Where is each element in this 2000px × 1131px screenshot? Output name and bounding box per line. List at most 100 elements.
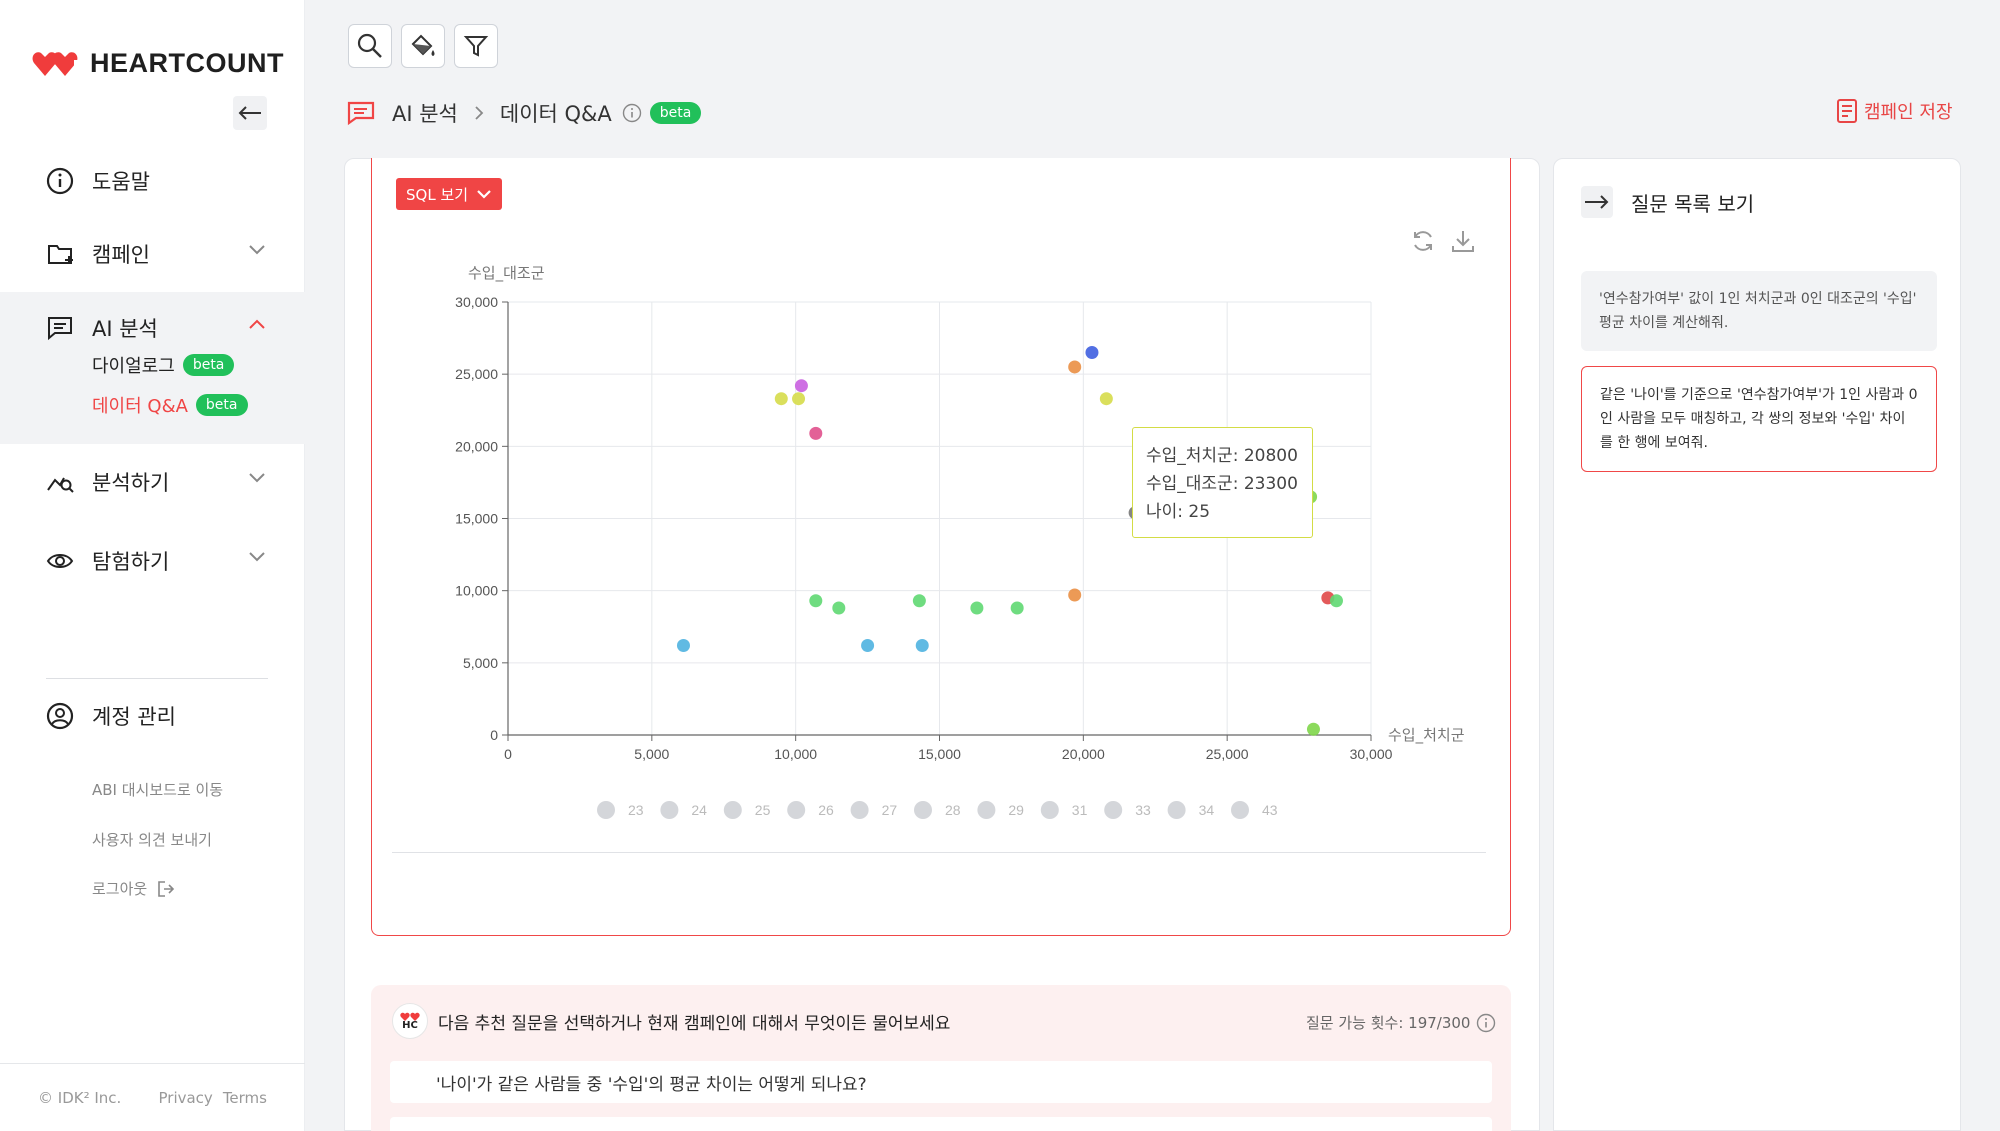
sidebar-divider <box>46 678 268 679</box>
legend-label: 24 <box>691 802 707 818</box>
legend-marker <box>597 801 615 819</box>
legend-label: 34 <box>1199 802 1215 818</box>
logout-link[interactable]: 로그아웃 <box>92 878 175 899</box>
nav-help[interactable]: 도움말 <box>0 153 305 209</box>
legend-label: 28 <box>945 802 961 818</box>
info-circle-icon[interactable] <box>622 103 642 123</box>
scatter-point <box>912 594 926 608</box>
y-tick-label: 15,000 <box>455 511 498 527</box>
scatter-point <box>1068 588 1082 602</box>
sidebar: HEARTCOUNT 도움말 캠페인 AI 분석 다이얼로그 beta 데이터 … <box>0 0 305 1131</box>
heart-logo-icon <box>400 1012 420 1021</box>
nav-account[interactable]: 계정 관리 <box>0 688 305 744</box>
privacy-link[interactable]: Privacy <box>158 1088 213 1107</box>
chevron-down-icon <box>477 190 491 199</box>
legend-marker <box>1040 801 1059 819</box>
legend-marker <box>723 801 742 819</box>
logout-label: 로그아웃 <box>92 880 148 898</box>
legend-label: 33 <box>1135 802 1151 818</box>
chat-lines-icon <box>347 101 375 126</box>
chevron-down-icon[interactable] <box>248 472 266 484</box>
scatter-chart: 0 5,000 10,000 15,000 20,000 25,000 30,000 0 5,0… <box>455 264 1465 819</box>
filter-icon <box>463 36 489 57</box>
nav-data-qa[interactable]: 데이터 Q&A beta <box>92 392 248 418</box>
x-tick-label: 5,000 <box>634 746 669 762</box>
sql-view-button[interactable]: SQL 보기 <box>396 178 503 210</box>
sql-view-label: SQL 보기 <box>406 185 469 204</box>
x-tick-label: 30,000 <box>1350 746 1393 762</box>
paint-tool-button[interactable] <box>401 24 445 68</box>
y-axis-label: 수입_대조군 <box>468 264 545 283</box>
legend-marker <box>787 801 806 819</box>
legend-label: 23 <box>628 802 644 818</box>
save-campaign-button[interactable]: 캠페인 저장 <box>1836 98 1953 124</box>
nav-analyze[interactable]: 분석하기 <box>0 454 305 510</box>
legend-label: 27 <box>882 802 898 818</box>
search-icon <box>357 33 382 58</box>
x-tick-label: 15,000 <box>918 746 961 762</box>
scatter-point <box>1068 360 1082 374</box>
heart-logo-icon <box>32 51 84 76</box>
scatter-point <box>1085 346 1099 360</box>
scatter-point <box>1306 722 1320 736</box>
chevron-right-icon <box>475 106 484 120</box>
y-tick-label: 5,000 <box>463 655 498 671</box>
nav-data-qa-label: 데이터 Q&A <box>92 396 188 417</box>
download-icon[interactable] <box>1450 228 1476 254</box>
question-text: '연수참가여부' 값이 1인 처치군과 0인 대조군의 '수입' 평균 차이를 … <box>1599 291 1917 331</box>
suggested-question[interactable] <box>390 1117 1492 1131</box>
legend-label: 43 <box>1262 802 1278 818</box>
info-circle-icon[interactable] <box>1476 1013 1496 1033</box>
heartcount-logo[interactable]: HEARTCOUNT <box>32 48 284 79</box>
legend-label: 26 <box>818 802 834 818</box>
question-list-header[interactable]: 질문 목록 보기 <box>1581 186 1754 218</box>
scatter-point <box>832 601 846 615</box>
tooltip-line: 수입_처치군: 20800 <box>1146 446 1298 466</box>
question-list-title: 질문 목록 보기 <box>1631 191 1755 216</box>
question-card-active[interactable]: 같은 '나이'를 기준으로 '연수참가여부'가 1인 사람과 0인 사람을 모두… <box>1581 366 1937 472</box>
filter-tool-button[interactable] <box>454 24 498 68</box>
feedback-link[interactable]: 사용자 의견 보내기 <box>92 829 212 850</box>
terms-link[interactable]: Terms <box>222 1088 267 1107</box>
question-card[interactable]: '연수참가여부' 값이 1인 처치군과 0인 대조군의 '수입' 평균 차이를 … <box>1581 271 1937 351</box>
x-tick-label: 25,000 <box>1206 746 1249 762</box>
scatter-point <box>809 426 823 440</box>
nav-account-label: 계정 관리 <box>92 705 176 729</box>
suggested-question[interactable]: '나이'가 같은 사람들 중 '수입'의 평균 차이는 어떻게 되나요? <box>390 1061 1492 1103</box>
chevron-down-icon[interactable] <box>248 244 266 256</box>
x-tick-label: 20,000 <box>1062 746 1105 762</box>
nav-explore[interactable]: 탐험하기 <box>0 533 305 589</box>
question-count-text: 질문 가능 횟수: 197/300 <box>1306 1014 1471 1032</box>
legend-marker <box>660 801 679 819</box>
scatter-point <box>792 392 806 406</box>
breadcrumb-root[interactable]: AI 분석 <box>392 102 458 126</box>
scatter-point <box>970 601 984 615</box>
y-tick-label: 25,000 <box>455 366 498 382</box>
legend-marker <box>1231 801 1249 819</box>
beta-badge: beta <box>195 394 248 416</box>
abi-dashboard-link[interactable]: ABI 대시보드로 이동 <box>92 779 223 800</box>
legend-label: 25 <box>755 802 771 818</box>
collapse-sidebar-button[interactable] <box>233 96 267 130</box>
legend-marker <box>1167 801 1186 819</box>
logout-icon <box>158 880 175 897</box>
nav-campaign[interactable]: 캠페인 <box>0 226 305 282</box>
breadcrumb: AI 분석 데이터 Q&A beta <box>346 98 702 128</box>
chart-search-icon <box>46 468 74 496</box>
abi-dashboard-label: ABI 대시보드로 이동 <box>92 781 224 799</box>
nav-ai-analysis[interactable]: AI 분석 <box>0 300 305 356</box>
legend-marker <box>977 801 996 819</box>
search-tool-button[interactable] <box>348 24 392 68</box>
document-save-icon <box>1837 99 1857 123</box>
chevron-up-icon[interactable] <box>248 318 266 330</box>
tooltip-line: 나이: 25 <box>1146 502 1211 522</box>
legend-marker <box>914 801 932 819</box>
nav-ai-analysis-label: AI 분석 <box>92 317 158 341</box>
scatter-point <box>915 639 929 653</box>
refresh-icon[interactable] <box>1410 228 1436 254</box>
arrow-right-icon <box>1581 186 1613 218</box>
nav-analyze-label: 분석하기 <box>92 471 170 495</box>
chevron-down-icon[interactable] <box>248 551 266 563</box>
x-tick-label: 10,000 <box>774 746 817 762</box>
nav-dialog[interactable]: 다이얼로그 beta <box>92 352 235 378</box>
